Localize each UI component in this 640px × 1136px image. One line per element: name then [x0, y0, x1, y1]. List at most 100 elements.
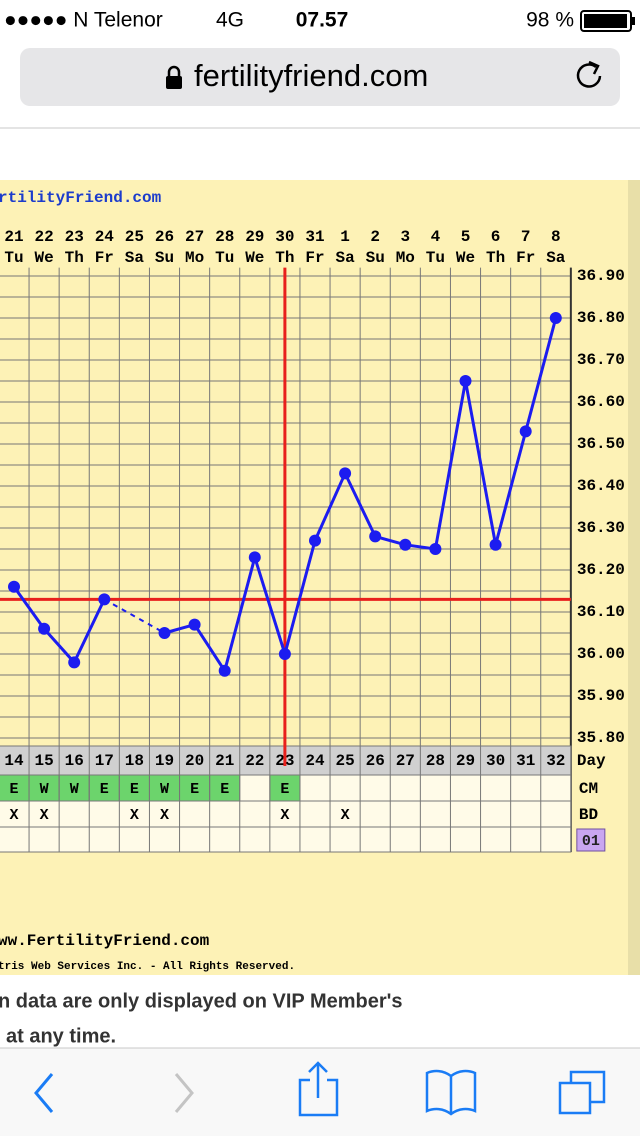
battery-icon — [580, 10, 635, 32]
weekday-label: We — [34, 249, 53, 267]
y-tick-label: 36.30 — [577, 519, 625, 537]
temperature-line — [164, 317, 558, 675]
cm-value: E — [220, 781, 229, 798]
cycle-day: 29 — [456, 752, 475, 770]
y-tick-label: 36.60 — [577, 393, 625, 411]
temperature-point — [309, 534, 321, 547]
y-tick-label: 36.80 — [577, 309, 625, 327]
weekday-label: Tu — [426, 249, 445, 267]
cm-value: E — [190, 781, 199, 798]
cm-value: W — [40, 781, 49, 798]
weekday-label: Fr — [305, 249, 324, 267]
bd-value: X — [9, 807, 18, 824]
y-tick-label: 36.90 — [577, 267, 625, 285]
date-label: 28 — [215, 228, 234, 246]
cycle-day: 22 — [245, 752, 264, 770]
network: 4G — [216, 9, 244, 32]
cycle-day: 21 — [215, 752, 234, 770]
cycle-day: 30 — [486, 752, 505, 770]
cm-cell — [58, 774, 90, 802]
cycle-day: 14 — [4, 752, 24, 770]
lock-icon — [166, 65, 182, 89]
weekday-label: Mo — [185, 249, 204, 267]
bd-value: X — [130, 807, 139, 824]
weekday-label: We — [456, 249, 475, 267]
cm-value: W — [160, 781, 169, 798]
weekday-label: Su — [155, 249, 174, 267]
cm-cell — [269, 774, 301, 802]
date-label: 25 — [125, 228, 144, 246]
cm-value: E — [130, 781, 139, 798]
cycle-day: 16 — [65, 752, 84, 770]
bd-value: X — [160, 807, 169, 824]
date-label: 22 — [34, 228, 53, 246]
date-label: 29 — [245, 228, 264, 246]
date-label: 6 — [491, 228, 501, 246]
weekday-label: Tu — [4, 249, 23, 267]
forward-button[interactable] — [174, 1073, 194, 1113]
cycle-day: 26 — [366, 752, 385, 770]
temperature-point — [549, 312, 562, 324]
date-label: 24 — [95, 228, 115, 246]
date-label: 23 — [65, 228, 84, 246]
date-label: 7 — [521, 228, 531, 246]
cycle-day: 19 — [155, 752, 174, 770]
weekday-label: Th — [275, 249, 294, 267]
bd-value: X — [280, 807, 289, 824]
temperature-point — [489, 538, 502, 551]
tabs-button[interactable] — [558, 1070, 606, 1115]
cycle-day: 20 — [185, 752, 204, 770]
reload-button[interactable] — [576, 60, 602, 88]
cycle-day: 17 — [95, 752, 114, 770]
temperature-point — [98, 593, 111, 606]
temperature-point — [429, 543, 442, 555]
cm-value: W — [70, 781, 79, 798]
temperature-point — [8, 580, 20, 593]
y-tick-label: 35.80 — [577, 729, 625, 747]
temperature-point — [278, 648, 291, 660]
cycle-day: 18 — [125, 752, 144, 770]
chart: 36.90 36.80 36.70 36.60 36.50 36.40 36.30 36.20… — [0, 228, 625, 853]
cycle-day: 32 — [546, 752, 565, 770]
cm-value: E — [100, 781, 109, 798]
temperature-point — [188, 618, 201, 631]
temperature-point — [399, 538, 412, 551]
temperature-point — [369, 530, 382, 543]
weekday-label: Th — [65, 249, 84, 267]
share-button[interactable] — [298, 1061, 339, 1117]
clock: 07.57 — [296, 9, 349, 32]
cycle-day: 25 — [335, 752, 354, 770]
temperature-point — [38, 622, 51, 635]
weekday-label: Sa — [125, 249, 145, 267]
cycle-day: 28 — [426, 752, 445, 770]
temperature-point — [218, 664, 231, 677]
cm-value: E — [9, 781, 18, 798]
date-label: 2 — [370, 228, 380, 246]
back-button[interactable] — [34, 1073, 54, 1113]
cycle-day: 27 — [396, 752, 415, 770]
gap-connector — [103, 598, 165, 634]
badge — [576, 828, 606, 852]
weekday-label: Fr — [516, 249, 535, 267]
date-label: 31 — [305, 228, 324, 246]
weekday-label: Sa — [335, 249, 355, 267]
cm-value: E — [280, 781, 289, 798]
page-text: n data are only displayed on VIP Member'… — [0, 990, 403, 1012]
chart-brand: rtilityFriend.com — [0, 189, 162, 207]
row-label: BD — [579, 806, 598, 824]
cycle-day: 15 — [34, 752, 53, 770]
bookmarks-button[interactable] — [425, 1069, 477, 1116]
cm-cell — [28, 774, 60, 802]
date-label: 3 — [400, 228, 410, 246]
y-tick-label: 36.10 — [577, 603, 625, 621]
temperature-line — [12, 585, 106, 666]
weekday-label: Fr — [95, 249, 114, 267]
y-tick-label: 36.00 — [577, 645, 625, 663]
bd-value: X — [40, 807, 49, 824]
y-tick-label: 35.90 — [577, 687, 625, 705]
url-bar[interactable] — [20, 48, 620, 106]
temperature-point — [248, 551, 261, 564]
url[interactable]: fertilityfriend.com — [194, 58, 428, 93]
